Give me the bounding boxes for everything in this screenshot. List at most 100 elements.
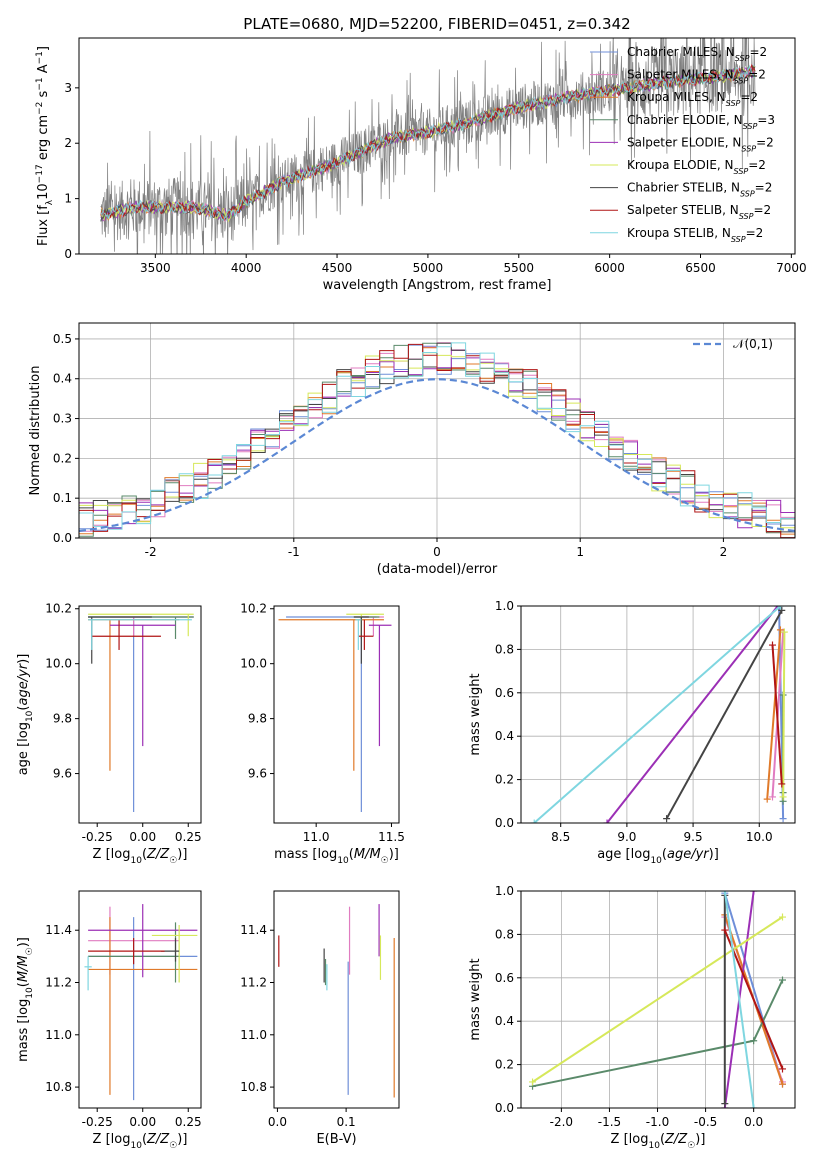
mass-weight-marker <box>529 1078 537 1086</box>
x-tick-label: 11.5 <box>378 830 405 844</box>
axes-frame <box>78 322 796 539</box>
y-tick-label: 2 <box>64 136 72 150</box>
age-vs-metallicity-panel: -0.25 0.00 0.25 9.6 9.8 10.0 10.2 Z [log10(Z/Z☉… <box>16 602 202 866</box>
y-tick-label: 10.2 <box>240 602 267 616</box>
legend-entry: Chabrier MILES, NSSP=2 <box>627 45 767 63</box>
x-tick-label: 11.0 <box>303 830 330 844</box>
x-tick-label: 0 <box>433 545 441 559</box>
massweight_vs_age-plot-area <box>521 605 795 824</box>
mass-weight-marker <box>776 606 784 610</box>
spectrum-model-line <box>100 64 756 221</box>
x-axis-label: Z [log10(Z/Z☉)] <box>93 847 188 866</box>
x-tick-label: -2.0 <box>550 1115 573 1129</box>
massweight_vs_Z-marks <box>529 891 787 1108</box>
mass-weight-marker <box>603 819 611 823</box>
y-tick-label: 11.2 <box>240 976 267 990</box>
mass-weight-line <box>531 916 784 1083</box>
massweight-vs-age-panel: 8.5 9.0 9.5 10.0 0.0 0.2 0.4 0.6 0.8 1.0 age [log1… <box>468 599 796 866</box>
mass-weight-line <box>606 606 779 823</box>
y-tick-label: 0.8 <box>495 927 514 941</box>
axes-frame <box>520 890 796 1109</box>
y-tick-label: 10.8 <box>240 1080 267 1094</box>
mass-weight-marker <box>768 641 776 649</box>
residuals-marks <box>79 342 795 538</box>
axes-frame <box>520 605 796 824</box>
legend-entry: Kroupa MILES, NSSP=2 <box>627 90 758 108</box>
figure-title: PLATE=0680, MJD=52200, FIBERID=0451, z=0… <box>243 15 630 33</box>
x-tick-label: 9.0 <box>617 830 636 844</box>
y-tick-label: 10.0 <box>45 657 72 671</box>
y-tick-label: 0.2 <box>495 773 514 787</box>
mass-weight-marker <box>721 891 729 895</box>
y-tick-label: 0.0 <box>495 1101 514 1115</box>
x-tick-label: -2 <box>145 545 157 559</box>
mass-weight-marker <box>778 780 786 788</box>
y-tick-label: 0.6 <box>495 686 514 700</box>
legend-entry: Kroupa STELIB, NSSP=2 <box>627 226 763 244</box>
y-tick-label: 3 <box>64 81 72 95</box>
x-tick-label: -0.5 <box>694 1115 717 1129</box>
y-tick-label: 9.6 <box>248 767 267 781</box>
y-tick-label: 0.0 <box>495 816 514 830</box>
mass-weight-line <box>665 609 783 820</box>
y-axis-label: age [log10(age/yr)] <box>16 654 35 776</box>
y-tick-label: 0.5 <box>53 332 72 346</box>
gaussian-curve <box>79 378 795 533</box>
x-axis-label: Z [log10(Z/Z☉)] <box>611 1132 706 1151</box>
x-tick-label: 0.0 <box>268 1115 287 1129</box>
x-tick-label: 6500 <box>685 261 716 275</box>
residuals-panel: -2 -1 0 1 2 0.0 0.1 0.2 0.3 0.4 0.5 𝒩(0,1) (data-mod… <box>28 322 796 577</box>
x-tick-label: 9.5 <box>684 830 703 844</box>
mass-weight-marker <box>779 913 787 921</box>
x-tick-label: 8.5 <box>551 830 570 844</box>
residual-histogram <box>79 343 795 538</box>
mass-weight-line <box>723 891 755 1108</box>
age-vs-mass-panel: 11.0 11.5 9.6 9.8 10.0 10.2 mass [log10(M/M☉)] <box>240 602 405 866</box>
y-axis-label: Flux [fλ10−17 erg cm−2 s−1 A−1] <box>35 46 55 246</box>
y-tick-label: 0.2 <box>495 1058 514 1072</box>
x-tick-label: 4000 <box>231 261 262 275</box>
x-tick-label: -1.0 <box>646 1115 669 1129</box>
mass-weight-marker <box>663 815 671 823</box>
x-tick-label: 10.0 <box>746 830 773 844</box>
legend-entry: 𝒩(0,1) <box>733 337 773 351</box>
mass-weight-line <box>771 645 783 784</box>
x-axis-label: (data-model)/error <box>377 562 498 577</box>
y-tick-label: 0 <box>64 247 72 261</box>
x-tick-label: -0.25 <box>82 830 113 844</box>
y-axis-label: Normed distribution <box>28 366 43 496</box>
y-tick-label: 1 <box>64 192 72 206</box>
mass-weight-marker <box>779 976 787 984</box>
age_vs_Z-marks <box>88 613 194 813</box>
mass-weight-marker <box>779 1065 787 1073</box>
x-axis-label: E(B-V) <box>316 1132 356 1147</box>
y-tick-label: 0.2 <box>53 451 72 465</box>
y-tick-label: 9.8 <box>53 712 72 726</box>
x-tick-label: 0.00 <box>129 830 156 844</box>
massweight_vs_age-marks <box>530 606 788 823</box>
mass-weight-marker <box>768 793 776 801</box>
x-axis-label: Z [log10(Z/Z☉)] <box>93 1132 188 1151</box>
mass-weight-marker <box>750 1037 758 1045</box>
y-tick-label: 11.2 <box>45 976 72 990</box>
mass-vs-extinction-panel: 0.0 0.1 10.8 11.0 11.2 11.4 E(B-V) <box>240 890 400 1147</box>
y-axis-label: mass weight <box>468 673 483 755</box>
y-axis-label: mass [log10(M/M☉)] <box>16 937 35 1062</box>
mass-weight-marker <box>530 819 538 823</box>
y-tick-label: 0.6 <box>495 971 514 985</box>
x-tick-label: -1.5 <box>598 1115 621 1129</box>
x-tick-label: 7000 <box>776 261 807 275</box>
spectrum-legend: Chabrier MILES, NSSP=2 Salpeter MILES, NS… <box>590 45 775 243</box>
y-tick-label: 11.4 <box>45 923 72 937</box>
legend-entry: Chabrier STELIB, NSSP=2 <box>627 181 772 199</box>
y-tick-label: 9.8 <box>248 712 267 726</box>
mass-weight-marker <box>721 1100 729 1108</box>
mass-weight-marker <box>780 628 788 636</box>
y-tick-label: 11.4 <box>240 923 267 937</box>
axes-frame <box>273 605 400 824</box>
mass_vs_EBV-marks <box>278 904 395 1098</box>
x-tick-label: 2 <box>720 545 728 559</box>
mass-weight-line <box>782 631 786 798</box>
x-axis-label: wavelength [Angstrom, rest frame] <box>323 278 552 293</box>
